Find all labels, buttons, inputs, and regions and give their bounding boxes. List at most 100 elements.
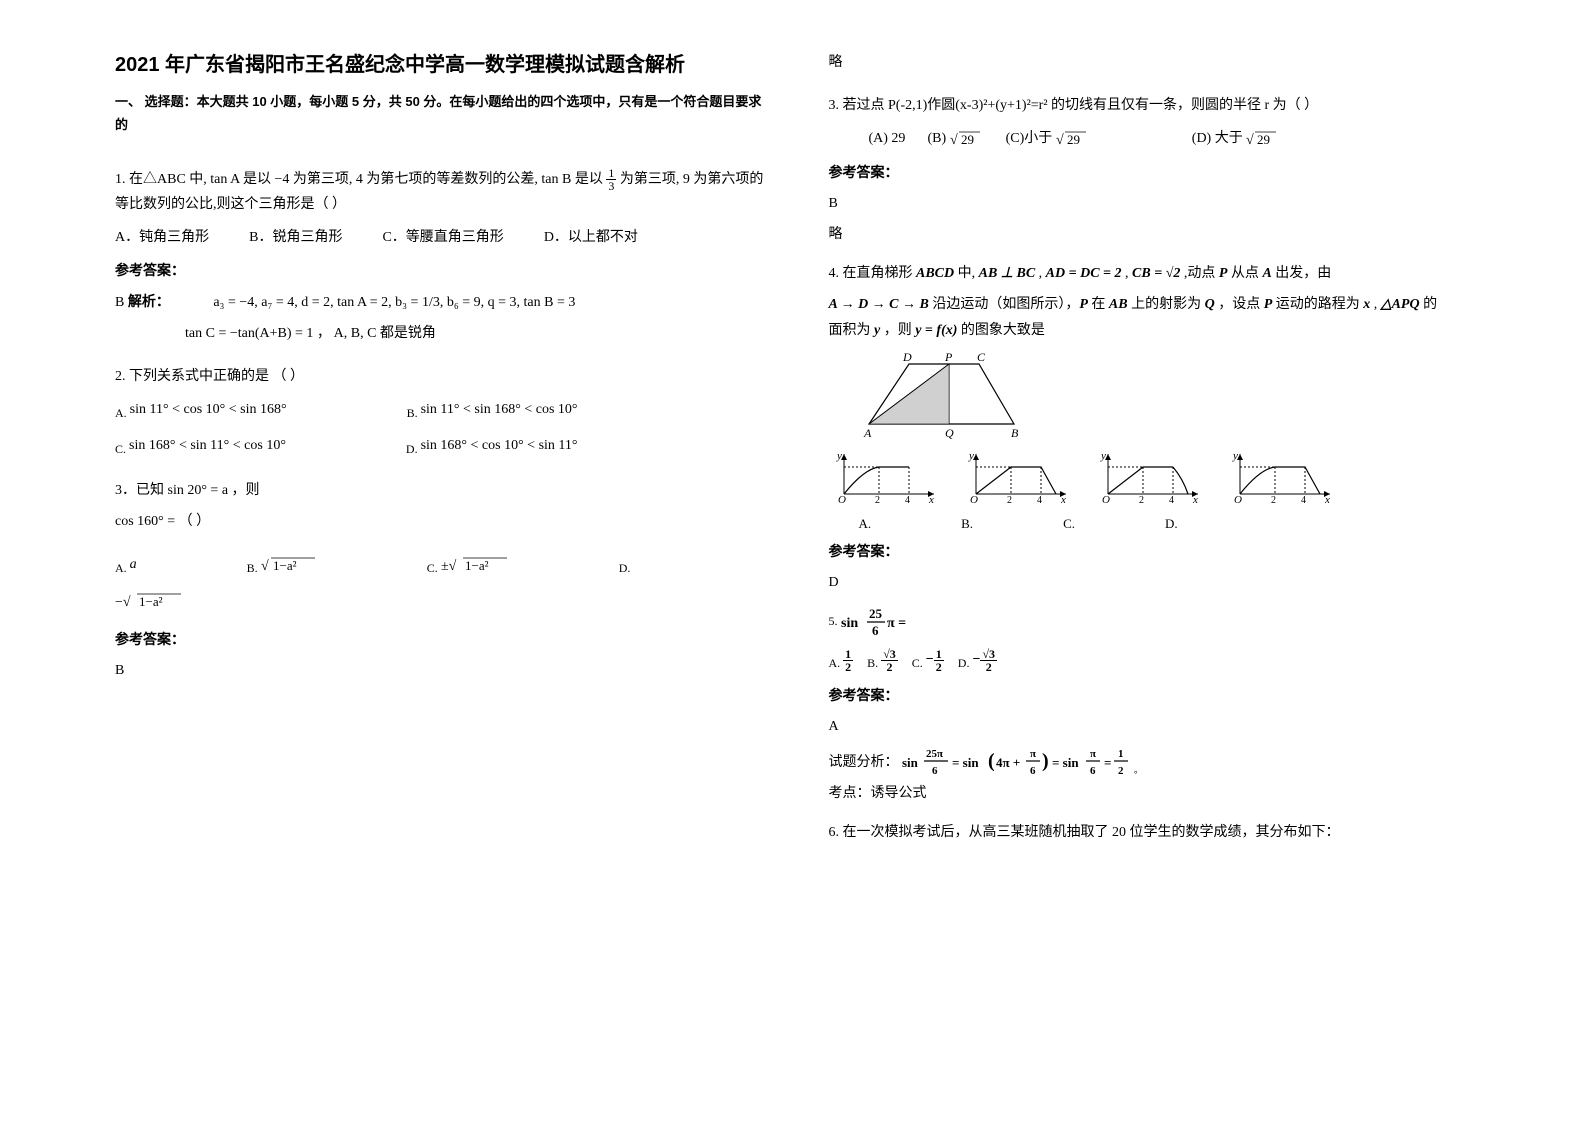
q3b-note: 略 xyxy=(829,222,1483,247)
svg-text:(: ( xyxy=(988,750,995,772)
q3a-opt-a: A. a xyxy=(115,552,137,579)
svg-text:√: √ xyxy=(261,559,269,574)
svg-text:6: 6 xyxy=(932,765,938,777)
q1-answer-label: 参考答案： xyxy=(115,258,769,283)
trapezoid-figure: A D P C Q B xyxy=(859,349,1029,439)
svg-text:O: O xyxy=(1234,494,1242,504)
q2-opt-c: C. sin 168° < sin 11° < cos 10° xyxy=(115,433,286,460)
q1-text: 1. 在△ABC 中, tan A 是以 −4 为第三项, 4 为第七项的等差数… xyxy=(115,172,763,212)
q3b-opt-a: (A) 29 xyxy=(869,126,906,151)
svg-text:y: y xyxy=(1100,450,1106,462)
svg-text:P: P xyxy=(944,350,953,364)
q3a-opt-d: −√1−a² xyxy=(115,588,769,613)
q1-explain-2: tan C = −tan(A+B) = 1 ， A, B, C 都是锐角 xyxy=(185,321,769,346)
svg-text:π =: π = xyxy=(887,616,906,631)
neg-sqrt-icon: −√1−a² xyxy=(115,590,185,612)
svg-text:6: 6 xyxy=(872,623,879,638)
q3a-note: 略 xyxy=(829,50,1483,75)
svg-text:D: D xyxy=(902,350,912,364)
q1-opt-c: C．等腰直角三角形 xyxy=(382,225,503,250)
sqrt-icon: √ 1−a² xyxy=(261,554,317,576)
q4-opt-c: C. xyxy=(1063,512,1075,535)
q3b-opt-c: (C)小于 √29 xyxy=(1006,126,1090,151)
q1-fraction: 13 xyxy=(606,167,616,192)
q3a-answer-label: 参考答案： xyxy=(115,627,769,652)
svg-text:π: π xyxy=(1030,748,1036,760)
sqrt29-icon-2: √29 xyxy=(1056,129,1090,149)
chart-d: y O 2 4 x xyxy=(1225,449,1335,504)
svg-text:29: 29 xyxy=(1257,132,1270,147)
svg-text:2: 2 xyxy=(1271,495,1276,504)
sqrt29-icon: √29 xyxy=(950,129,984,149)
svg-text:25π: 25π xyxy=(926,748,943,760)
svg-text:C: C xyxy=(977,350,986,364)
svg-text:B: B xyxy=(1011,426,1019,439)
q3b-opt-b: (B) √29 xyxy=(927,126,983,151)
q3b-answer-label: 参考答案： xyxy=(829,160,1483,185)
svg-text:6: 6 xyxy=(1030,765,1036,777)
svg-text:y: y xyxy=(968,450,974,462)
svg-text:x: x xyxy=(1060,494,1066,504)
q3a-answer: B xyxy=(115,658,769,683)
question-4: 4. 在直角梯形 ABCD 中, AB ⊥ BC , AD = DC = 2 ,… xyxy=(829,261,1483,286)
svg-text:±√: ±√ xyxy=(441,559,457,574)
q2-opt-b: B. sin 11° < sin 168° < cos 10° xyxy=(407,397,578,424)
svg-text:O: O xyxy=(1102,494,1110,504)
svg-text:= sin: = sin xyxy=(1052,755,1079,770)
svg-text:sin: sin xyxy=(841,616,858,631)
q5-explain-formula: sin 25π 6 = sin ( 4π + π 6 ) = sin π 6 =… xyxy=(902,745,1182,781)
svg-text:sin: sin xyxy=(902,755,919,770)
q4-line3: 面积为 y ，则 y = f(x) 的图象大致是 xyxy=(829,318,1483,343)
svg-text:x: x xyxy=(1324,494,1330,504)
q1-opt-a: A．钝角三角形 xyxy=(115,225,209,250)
svg-text:。: 。 xyxy=(1134,765,1143,775)
exam-title: 2021 年广东省揭阳市王名盛纪念中学高一数学理模拟试题含解析 xyxy=(115,50,769,80)
svg-text:25: 25 xyxy=(869,606,883,621)
question-2: 2. 下列关系式中正确的是 （ ） xyxy=(115,364,769,389)
svg-text:√: √ xyxy=(1056,133,1064,148)
chart-a: y O 2 4 x xyxy=(829,449,939,504)
q2-options-row2: C. sin 168° < sin 11° < cos 10° D. sin 1… xyxy=(115,433,769,460)
sqrt29-icon-3: √29 xyxy=(1246,129,1280,149)
q3a-line2: cos 160° = （ ） xyxy=(115,509,769,534)
svg-text:4π +: 4π + xyxy=(996,755,1020,770)
svg-text:29: 29 xyxy=(1067,132,1080,147)
question-6: 6. 在一次模拟考试后，从高三某班随机抽取了 20 位学生的数学成绩，其分布如下… xyxy=(829,820,1483,845)
svg-text:=: = xyxy=(1104,755,1111,770)
section-1-heading: 一、 选择题：本大题共 10 小题，每小题 5 分，共 50 分。在每小题给出的… xyxy=(115,90,769,137)
q4-answer: D xyxy=(829,570,1483,595)
q4-opt-a: A. xyxy=(859,512,872,535)
svg-text:x: x xyxy=(928,494,934,504)
q1-explain-1: a₃ = −4, a₇ = 4, d = 2, tan A = 2, b₃ = … xyxy=(213,295,575,310)
svg-text:y: y xyxy=(836,450,842,462)
q5-answer: A xyxy=(829,714,1483,739)
page: 2021 年广东省揭阳市王名盛纪念中学高一数学理模拟试题含解析 一、 选择题：本… xyxy=(0,0,1587,1122)
svg-text:Q: Q xyxy=(945,426,954,439)
q4-line2: A → D → C → B 沿边运动（如图所示），P 在 AB 上的射影为 Q … xyxy=(829,292,1483,317)
q1-options: A．钝角三角形 B．锐角三角形 C．等腰直角三角形 D．以上都不对 xyxy=(115,225,769,250)
svg-text:π: π xyxy=(1090,748,1096,760)
svg-text:O: O xyxy=(838,494,846,504)
svg-text:4: 4 xyxy=(1169,495,1174,504)
q5-options: A. 12 B. √32 C. −12 D. −√32 xyxy=(829,647,1483,674)
q4-answer-label: 参考答案： xyxy=(829,539,1483,564)
svg-text:1−a²: 1−a² xyxy=(273,558,297,573)
svg-text:6: 6 xyxy=(1090,765,1096,777)
svg-text:29: 29 xyxy=(961,132,974,147)
q3a-opt-d-label: D. xyxy=(619,552,631,579)
q3b-answer: B xyxy=(829,191,1483,216)
svg-text:4: 4 xyxy=(905,495,910,504)
q3b-options: (A) 29 (B) √29 (C)小于 √29 (D) 大于 √29 xyxy=(869,126,1483,151)
svg-text:2: 2 xyxy=(1007,495,1012,504)
q5-opt-c: C. −12 xyxy=(912,647,944,674)
svg-text:1−a²: 1−a² xyxy=(465,558,489,573)
chart-c: y O 2 4 x xyxy=(1093,449,1203,504)
chart-b: y O 2 4 x xyxy=(961,449,1071,504)
svg-text:O: O xyxy=(970,494,978,504)
svg-text:): ) xyxy=(1042,750,1049,772)
q2-opt-a: A. sin 11° < cos 10° < sin 168° xyxy=(115,397,287,424)
q3b-opt-d: (D) 大于 √29 xyxy=(1192,126,1280,151)
q5-opt-a: A. 12 xyxy=(829,647,854,674)
svg-text:x: x xyxy=(1192,494,1198,504)
q5-explain: 试题分析： sin 25π 6 = sin ( 4π + π 6 ) = sin… xyxy=(829,745,1483,781)
